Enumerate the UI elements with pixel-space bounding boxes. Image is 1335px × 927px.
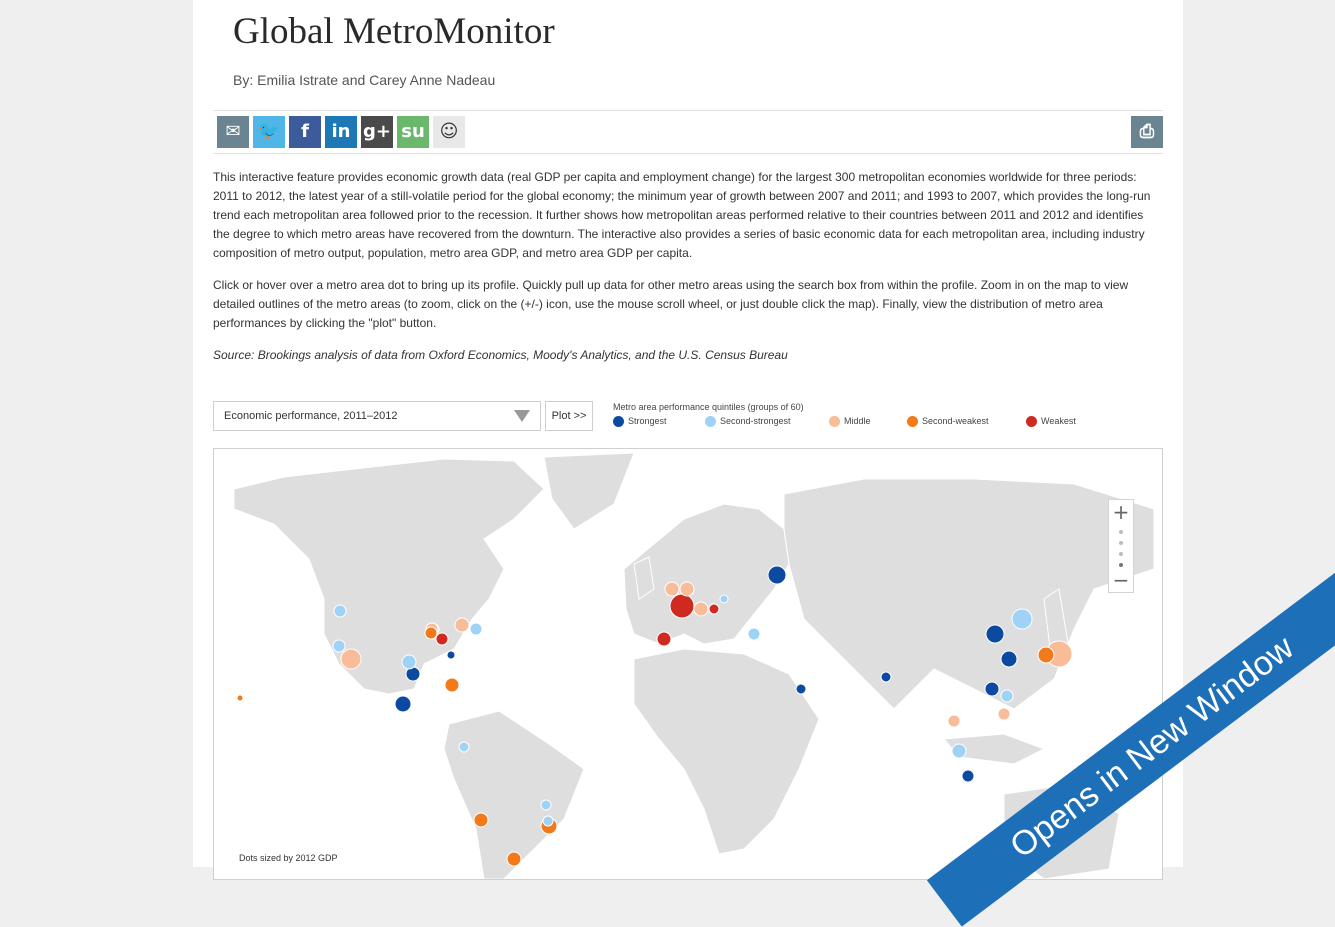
reddit-alien-icon: ☺ <box>439 121 459 142</box>
legend-dot-second-weakest <box>907 416 918 428</box>
metric-select[interactable]: Economic performance, 2011–2012 <box>213 401 541 431</box>
legend-item-second-weakest: Second-weakest <box>907 416 989 428</box>
source-note: Source: Brookings analysis of data from … <box>213 348 788 362</box>
metro-dot <box>1000 650 1018 668</box>
metro-dot <box>947 714 961 728</box>
legend-dot-strongest <box>613 416 624 428</box>
plot-button[interactable]: Plot >> <box>545 401 593 431</box>
legend-dot-middle <box>829 416 840 428</box>
metro-dot <box>997 707 1011 721</box>
metro-dot <box>719 594 729 604</box>
metric-select-value: Economic performance, 2011–2012 <box>224 410 398 422</box>
dots-size-note: Dots sized by 2012 GDP <box>239 853 338 863</box>
page-title: Global MetroMonitor <box>233 11 555 52</box>
chevron-down-icon <box>514 410 530 422</box>
metro-dot <box>506 851 522 867</box>
metro-dot <box>340 648 362 670</box>
metro-dot <box>446 650 456 660</box>
world-map[interactable]: + − Dots sized by 2012 GDP <box>213 448 1163 880</box>
metro-dot <box>236 694 244 702</box>
metro-dot <box>656 631 672 647</box>
metro-dot <box>880 671 892 683</box>
metro-dot <box>984 681 1000 697</box>
envelope-icon: ✉ <box>225 121 241 142</box>
page: Global MetroMonitor By: Emilia Istrate a… <box>193 0 1183 880</box>
metro-dot <box>540 799 552 811</box>
linkedin-share-button[interactable]: in <box>325 116 357 148</box>
facebook-f-icon: f <box>301 121 309 142</box>
metro-dot <box>669 593 695 619</box>
metro-dot <box>542 815 554 827</box>
metro-dot <box>693 601 709 617</box>
zoom-level-dot[interactable] <box>1119 530 1123 534</box>
metro-dot <box>961 769 975 783</box>
googleplus-share-button[interactable]: g+ <box>361 116 393 148</box>
stumbleupon-icon: su <box>401 121 425 142</box>
intro-paragraph-2: Click or hover over a metro area dot to … <box>213 278 1129 330</box>
metro-dots <box>236 565 1073 867</box>
land-uk <box>633 556 655 600</box>
twitter-bird-icon: 🐦 <box>257 121 281 142</box>
land-europe <box>623 503 790 645</box>
metro-dot <box>444 677 460 693</box>
metro-dot <box>679 581 695 597</box>
land-greenland <box>543 452 635 530</box>
metro-dot <box>454 617 470 633</box>
metro-dot <box>435 632 449 646</box>
intro-paragraph-1: This interactive feature provides econom… <box>213 170 1151 260</box>
map-canvas[interactable] <box>214 449 1162 879</box>
legend-item-second-strongest: Second-strongest <box>705 416 791 428</box>
metro-dot <box>985 624 1005 644</box>
stumbleupon-share-button[interactable]: su <box>397 116 429 148</box>
email-share-button[interactable]: ✉ <box>217 116 249 148</box>
metro-dot <box>333 604 347 618</box>
print-button[interactable]: ⎙ <box>1131 116 1163 148</box>
zoom-control[interactable]: + − <box>1108 499 1134 593</box>
zoom-level-dot[interactable] <box>1119 541 1123 545</box>
metro-dot <box>424 626 438 640</box>
twitter-share-button[interactable]: 🐦 <box>253 116 285 148</box>
zoom-in-button[interactable]: + <box>1112 500 1130 524</box>
land-africa <box>633 648 820 855</box>
legend-dot-weakest <box>1026 416 1037 428</box>
metro-dot <box>1011 608 1033 630</box>
zoom-out-button[interactable]: − <box>1112 568 1130 592</box>
legend-item-middle: Middle <box>829 416 871 428</box>
metro-dot <box>767 565 787 585</box>
legend-dot-second-strongest <box>705 416 716 428</box>
zoom-level-dot[interactable] <box>1119 552 1123 556</box>
byline: By: Emilia Istrate and Carey Anne Nadeau <box>233 72 496 88</box>
metro-dot <box>1000 689 1014 703</box>
metro-dot <box>458 741 470 753</box>
legend-title: Metro area performance quintiles (groups… <box>613 402 804 412</box>
printer-icon: ⎙ <box>1139 121 1155 142</box>
facebook-share-button[interactable]: f <box>289 116 321 148</box>
share-bar: ✉ 🐦 f in g+ su ☺ ⎙ <box>213 110 1163 154</box>
metro-dot <box>473 812 489 828</box>
metro-dot <box>394 695 412 713</box>
metro-dot <box>664 581 680 597</box>
legend-item-strongest: Strongest <box>613 416 667 428</box>
land-asia <box>783 478 1155 710</box>
metro-dot <box>795 683 807 695</box>
metro-dot <box>951 743 967 759</box>
metro-dot <box>469 622 483 636</box>
metro-dot <box>708 603 720 615</box>
legend-item-weakest: Weakest <box>1026 416 1076 428</box>
zoom-level-dot-current[interactable] <box>1119 563 1123 567</box>
linkedin-in-icon: in <box>331 121 351 142</box>
metro-dot <box>332 639 346 653</box>
metro-dot <box>747 627 761 641</box>
intro-text: This interactive feature provides econom… <box>213 168 1163 378</box>
land-north-america <box>233 458 545 695</box>
reddit-share-button[interactable]: ☺ <box>433 116 465 148</box>
google-plus-icon: g+ <box>363 121 391 142</box>
metro-dot <box>1037 646 1055 664</box>
metro-dot <box>401 654 417 670</box>
